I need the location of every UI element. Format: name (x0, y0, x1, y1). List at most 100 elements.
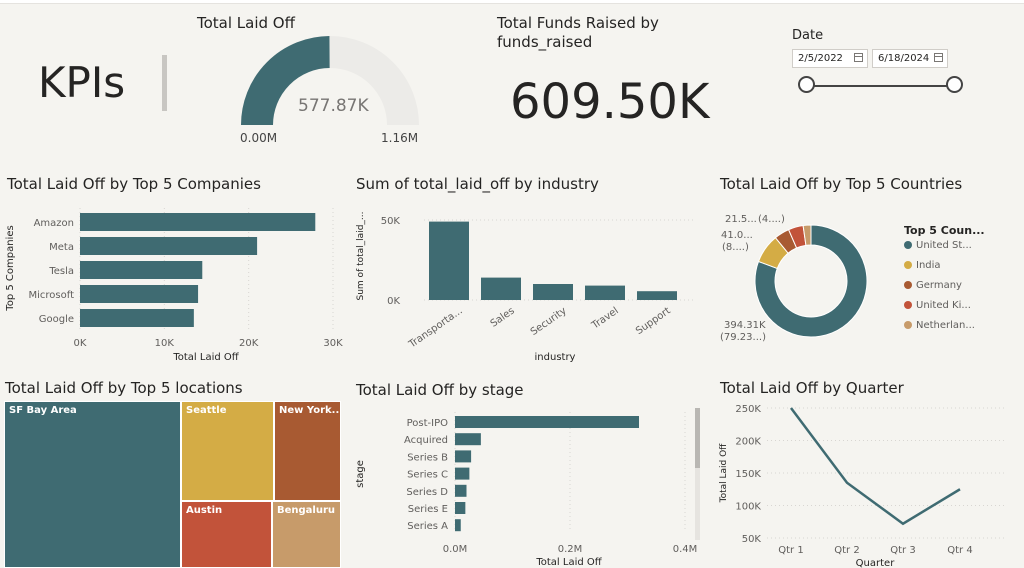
bar-stage-2 (455, 450, 472, 463)
y-tick-label: 250K (735, 404, 761, 415)
y-tick-label: Acquired (404, 435, 448, 446)
x-tick-label: Sales (489, 305, 517, 329)
stage-chart-title: Total Laid Off by stage (356, 381, 524, 399)
legend-dot (904, 301, 912, 309)
country-label-f: (79.23...) (720, 332, 766, 343)
y-axis-label: Sum of total_laid_... (356, 212, 366, 301)
y-tick-label: 0K (387, 296, 400, 307)
legend-label: United St... (916, 240, 972, 251)
stage-scrollbar[interactable] (695, 408, 700, 540)
legend-dot (904, 241, 912, 249)
bar-microsoft (80, 285, 199, 303)
y-tick-label: Tesla (48, 266, 74, 277)
x-tick-label: Qtr 4 (947, 545, 972, 556)
x-tick-label: 0.2M (558, 544, 583, 555)
countries-legend-title: Top 5 Coun... (904, 224, 985, 237)
treemap-cell-sf-bay-area[interactable]: SF Bay Area (4, 401, 181, 568)
companies-chart-title: Total Laid Off by Top 5 Companies (7, 175, 261, 193)
x-tick-label: 0K (74, 338, 87, 349)
companies-chart[interactable]: 0K 10K 20K 30K Amazon Meta Tesla Microsoft Googl… (0, 198, 350, 368)
y-tick-label: Microsoft (28, 290, 74, 301)
legend-item[interactable]: India (904, 260, 941, 271)
gauge-visual[interactable] (235, 35, 425, 130)
country-label-d: (8....) (722, 242, 749, 253)
quarter-line (789, 407, 961, 526)
countries-chart[interactable] (700, 198, 900, 358)
calendar-icon[interactable] (934, 53, 943, 62)
x-tick-label: 20K (239, 338, 259, 349)
calendar-icon[interactable] (854, 53, 863, 62)
country-label-c: 41.0... (721, 230, 753, 241)
stage-scrollbar-thumb[interactable] (695, 408, 700, 468)
gauge-value: 577.87K (298, 96, 369, 116)
legend-label: Netherlan... (916, 320, 975, 331)
bar-google (80, 309, 194, 327)
bar-stage-0 (455, 416, 639, 428)
date-start-value: 2/5/2022 (798, 53, 843, 64)
funds-value: 609.50K (510, 74, 710, 130)
country-label-e: 394.31K (724, 320, 766, 331)
treemap-cell-seattle[interactable]: Seattle (181, 401, 274, 501)
bar-amazon (80, 213, 316, 231)
x-axis-label: industry (535, 352, 576, 363)
y-tick-label: Meta (49, 242, 74, 253)
date-end-input[interactable]: 6/18/2024 (872, 49, 948, 68)
gauge-title: Total Laid Off (197, 14, 295, 32)
legend-label: India (916, 260, 941, 271)
x-tick-label: 30K (323, 338, 343, 349)
date-end-value: 6/18/2024 (878, 53, 930, 64)
top-edge (0, 0, 1024, 4)
y-tick-label: 150K (735, 469, 761, 480)
y-tick-label: 100K (735, 502, 761, 513)
kpi-heading: KPIs (38, 58, 126, 107)
y-axis-label: Total Laid Off (719, 443, 729, 504)
x-tick-label: Qtr 1 (778, 545, 803, 556)
donut-slice-0 (754, 224, 868, 338)
bar-stage-3 (455, 467, 470, 480)
y-tick-label: Google (39, 314, 74, 325)
bar-industry-1 (481, 277, 521, 300)
legend-item[interactable]: Germany (904, 280, 962, 291)
date-slicer-label: Date (792, 28, 824, 43)
x-tick-label: 10K (155, 338, 175, 349)
x-axis-label: Quarter (856, 558, 896, 568)
y-tick-label: 50K (381, 216, 401, 227)
x-tick-label: Qtr 3 (890, 545, 915, 556)
x-tick-label: Travel (589, 305, 620, 332)
date-slider-track[interactable] (808, 85, 955, 87)
x-axis-label: Total Laid Off (535, 557, 602, 568)
y-axis-label: stage (355, 460, 366, 488)
gauge-fill (241, 36, 331, 126)
donut-slice-4 (802, 224, 812, 246)
bar-industry-4 (637, 291, 677, 300)
y-tick-label: 200K (735, 437, 761, 448)
treemap-cell-new-york[interactable]: New York... (274, 401, 341, 501)
stage-chart[interactable]: 0.0M 0.2M 0.4M Post-IPO Acquired Series B Seri… (350, 400, 710, 568)
y-tick-label: Series D (406, 487, 448, 498)
treemap-cell-austin[interactable]: Austin (181, 501, 272, 568)
quarter-chart[interactable]: 50K 100K 150K 200K 250K Qtr 1 Qtr 2 Qtr 3 Qtr 4 Q… (705, 398, 1020, 568)
funds-title-line1: Total Funds Raised by (497, 14, 659, 32)
legend-item[interactable]: United Ki... (904, 300, 971, 311)
quarter-chart-title: Total Laid Off by Quarter (720, 379, 904, 397)
legend-dot (904, 261, 912, 269)
y-tick-label: 50K (742, 534, 762, 545)
y-tick-label: Amazon (34, 218, 74, 229)
y-tick-label: Post-IPO (407, 418, 449, 429)
legend-item[interactable]: Netherlan... (904, 320, 975, 331)
bar-industry-2 (533, 284, 573, 300)
date-start-input[interactable]: 2/5/2022 (792, 49, 868, 68)
bar-industry-0 (429, 221, 469, 300)
countries-chart-title: Total Laid Off by Top 5 Countries (720, 175, 963, 193)
y-tick-label: Series E (408, 504, 448, 515)
date-slider-handle-start[interactable] (798, 76, 815, 93)
bar-stage-1 (455, 433, 481, 446)
legend-dot (904, 321, 912, 329)
date-slider-handle-end[interactable] (946, 76, 963, 93)
x-tick-label: 0.4M (673, 544, 698, 555)
industry-chart[interactable]: 0K 50K Transporta... Sales Security Travel Sup… (350, 198, 700, 368)
legend-item[interactable]: United St... (904, 240, 972, 251)
x-tick-label: Qtr 2 (834, 545, 859, 556)
treemap-cell-bengaluru[interactable]: Bengaluru (272, 501, 341, 568)
x-axis-label: Total Laid Off (172, 352, 239, 363)
